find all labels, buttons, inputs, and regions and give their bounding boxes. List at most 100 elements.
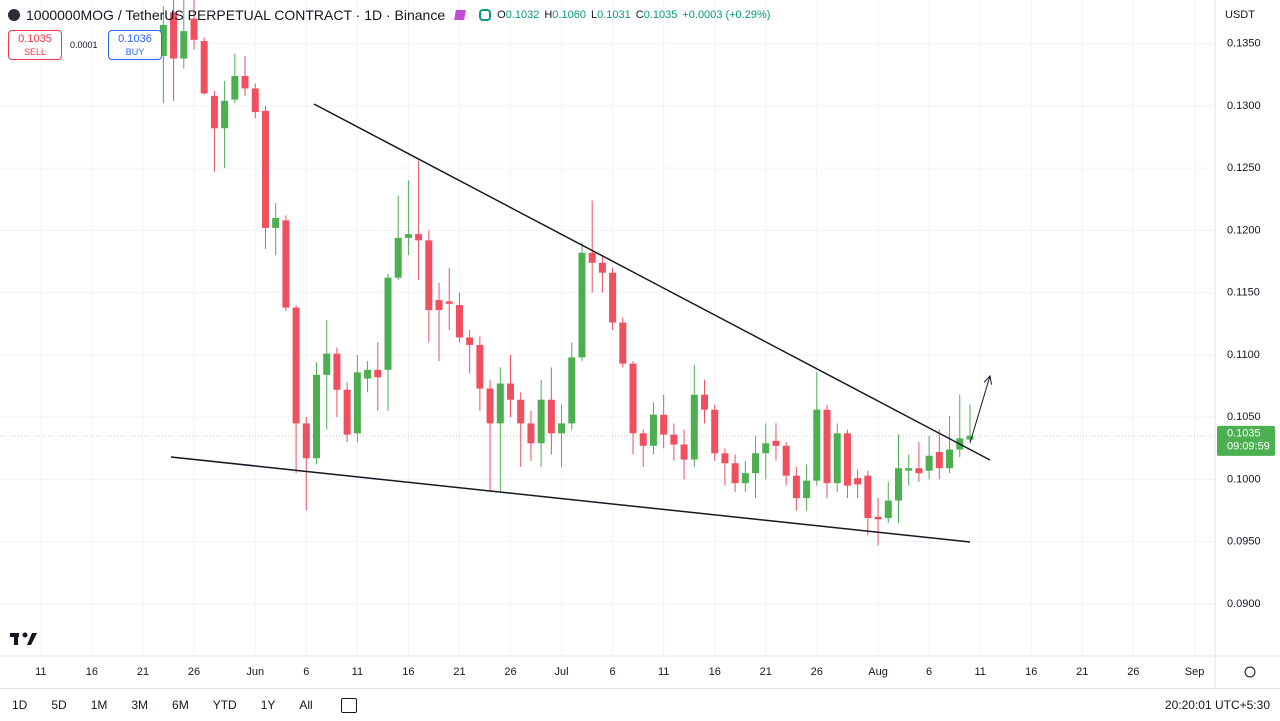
range-buttons: 1D 5D 1M 3M 6M YTD 1Y All [0,698,313,712]
candle-body [231,75,239,100]
x-tick-label: 21 [1076,666,1088,678]
candle-body [282,220,290,308]
toolbar: 1D 5D 1M 3M 6M YTD 1Y All 20:20:01 UTC+5:30 [0,688,1280,721]
x-tick-label: Sep [1185,666,1205,678]
buy-price: 0.1036 [118,33,152,45]
range-button[interactable]: 1Y [260,698,276,712]
candle-body [598,262,606,273]
candle-body [261,110,269,228]
candle-body [476,344,484,389]
ohlc-label: H [544,9,553,21]
candle-body [670,434,678,445]
settings-icon[interactable] [1244,666,1256,678]
x-tick-label: 21 [137,666,149,678]
x-tick-label: 21 [760,666,772,678]
candle-body [864,475,872,519]
candle-body [813,409,821,481]
candle-body [251,88,259,113]
candle-body [884,500,892,519]
buy-button[interactable]: 0.1036 BUY [108,30,162,60]
candle-body [302,423,310,459]
date-range-icon[interactable] [340,697,357,713]
range-button[interactable]: YTD [212,698,237,712]
candle-body [466,337,474,345]
ohlc-value: 0.1060 [552,9,586,21]
x-tick-label: 26 [811,666,823,678]
ohlc-label: O [497,9,506,21]
ohlc-value: 0.1035 [643,9,678,21]
x-tick-label: Jul [555,666,569,678]
candle-body [292,307,300,424]
candle-body [445,301,453,304]
ohlc-label: L [590,9,598,21]
candle-body [833,433,841,484]
candle-body [537,399,545,444]
range-button[interactable]: 5D [51,698,67,712]
range-button[interactable]: 1D [12,698,28,712]
candle-body [935,452,943,469]
candle-body [792,475,800,499]
candle-body [425,240,433,311]
y-tick-label: 0.0950 [1227,536,1261,548]
x-tick-label: 26 [1127,666,1139,678]
candle-body [711,409,719,454]
candle-body [527,423,535,444]
x-tick-label: 16 [1025,666,1037,678]
symbol-icon [8,9,20,21]
candle-body [170,12,178,59]
candle-body [159,24,167,57]
candle-body [619,322,627,364]
trend-line [170,456,971,543]
y-tick-label: 0.1100 [1227,349,1260,361]
logo [10,632,37,645]
candle-body [547,399,555,434]
candle-body [721,453,729,464]
candle-body [313,374,321,459]
flag-icon[interactable] [454,10,467,20]
candle-body [455,305,463,338]
candle-body [915,468,923,474]
range-button[interactable]: 1M [90,698,108,712]
y-tick-label: 0.1000 [1227,473,1261,485]
candle-body [731,463,739,484]
x-tick-label: 16 [402,666,414,678]
candle-body [741,473,749,484]
arrow [969,376,990,444]
candle-body [894,468,902,501]
x-tick-label: 26 [188,666,200,678]
candle-body [639,433,647,446]
sell-button[interactable]: 0.1035 SELL [8,30,62,60]
x-tick-label: 26 [504,666,516,678]
x-tick-label: 11 [352,666,363,678]
ohlc: O 0.1032 H 0.1060 L 0.1031 C 0.1035 +0.0003 (+0.… [497,9,770,21]
change: +0.0003 (+0.29%) [682,9,771,21]
candle-body [946,449,954,469]
x-tick-label: Jun [246,666,264,678]
price-tag-value: 0.1035 [1227,428,1261,440]
trend-line [313,103,991,461]
sell-price: 0.1035 [18,33,52,45]
candle-body [752,453,760,474]
range-button[interactable]: 3M [131,698,149,712]
candle-body [874,516,882,520]
y-tick-label: 0.1150 [1227,287,1260,299]
candle-body [323,353,331,375]
x-tick-label: 16 [709,666,721,678]
x-tick-label: Aug [868,666,888,678]
candle-body [415,234,423,241]
range-button[interactable]: 6M [172,698,189,712]
candle-body [486,388,494,424]
candle-body [854,478,862,485]
ohlc-value: 0.1031 [597,9,631,21]
x-tick-label: 11 [974,666,985,678]
candle-body [404,234,412,238]
candle-body [210,95,218,129]
candle-body [843,433,851,486]
candle-body [568,357,576,424]
status-icon [479,9,492,21]
chart: 0.1350 0.1300 0.1250 0.1200 0.1150 0.1100 0.10… [0,0,1280,688]
currency: USDT [1225,9,1255,21]
range-button[interactable]: All [299,698,313,712]
clock: 20:20:01 UTC+5:30 [1164,698,1270,712]
